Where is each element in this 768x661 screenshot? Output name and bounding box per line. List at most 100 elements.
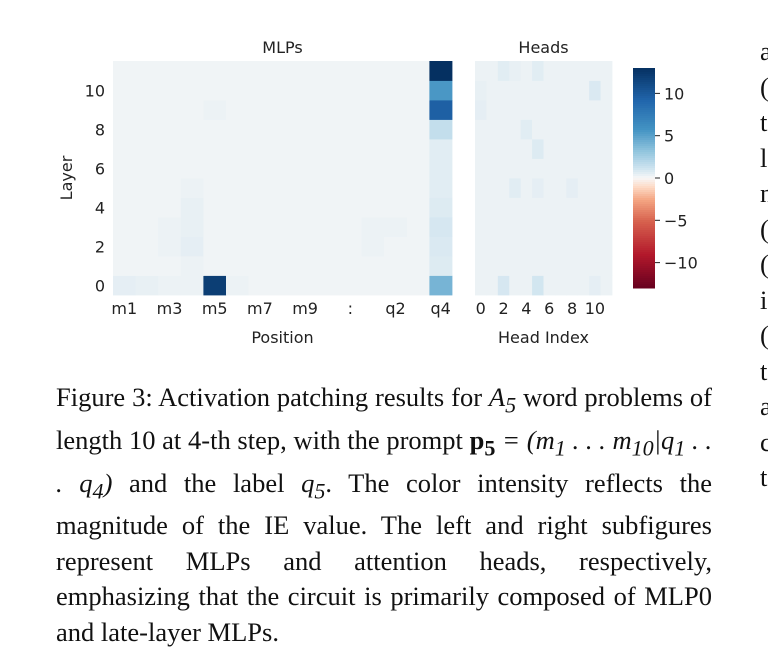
heatmap-cell-1-9-3 xyxy=(509,100,522,120)
colorbar-segment xyxy=(633,174,655,177)
heatmap-cell-1-10-4 xyxy=(520,80,533,101)
heatmap-cell-0-2-10 xyxy=(339,236,362,257)
heatmap-cell-1-11-3 xyxy=(509,61,522,81)
heatmap-cell-1-8-6 xyxy=(543,119,556,140)
heatmap-cell-1-5-4 xyxy=(520,178,533,198)
heatmap-cell-0-8-6 xyxy=(248,119,272,140)
colorbar-segment xyxy=(633,88,655,91)
heatmap-cell-0-1-1 xyxy=(135,256,159,276)
heatmap-cell-1-6-11 xyxy=(600,158,613,179)
heatmap-cell-0-7-14 xyxy=(429,139,453,159)
heatmap-cell-1-1-0 xyxy=(475,256,487,276)
heatmap-cell-0-7-12 xyxy=(384,139,408,159)
heatmap-cell-1-10-2 xyxy=(497,80,510,101)
heatmap-cell-0-4-3 xyxy=(180,197,204,218)
heatmap-cell-0-8-7 xyxy=(271,119,295,140)
heatmap-cell-0-8-0 xyxy=(113,119,136,140)
x-tick-label-1: 4 xyxy=(521,299,531,318)
heatmap-cell-0-8-2 xyxy=(158,119,182,140)
heatmap-cell-0-5-4 xyxy=(203,178,227,198)
colorbar-segment xyxy=(633,166,655,169)
heatmap-cell-1-3-8 xyxy=(566,217,579,237)
colorbar-segment xyxy=(633,76,655,79)
heatmap-cell-0-3-3 xyxy=(180,217,204,237)
colorbar-segment xyxy=(633,190,655,193)
colorbar-segment xyxy=(633,94,655,97)
colorbar-segment xyxy=(633,198,655,201)
heatmap-cell-0-7-2 xyxy=(158,139,182,159)
heatmap-cell-0-1-10 xyxy=(339,256,362,276)
colorbar-segment xyxy=(633,224,655,227)
colorbar-segment xyxy=(633,254,655,257)
heatmap-cell-0-4-1 xyxy=(135,197,159,218)
heatmap-cell-0-7-8 xyxy=(293,139,317,159)
colorbar-segment xyxy=(633,104,655,107)
heatmap-cell-0-0-6 xyxy=(248,275,272,296)
colorbar-segment xyxy=(633,122,655,125)
heatmap-cell-1-3-1 xyxy=(486,217,499,237)
colorbar-segment xyxy=(633,246,655,249)
heatmap-cell-1-6-0 xyxy=(475,158,487,179)
colorbar-segment xyxy=(633,256,655,259)
heatmap-cell-0-1-14 xyxy=(429,256,453,276)
heatmap-cell-1-11-1 xyxy=(486,61,499,81)
colorbar-segment xyxy=(633,252,655,255)
colorbar-segment xyxy=(633,154,655,157)
heatmap-cell-0-0-3 xyxy=(180,275,204,296)
colorbar-segment xyxy=(633,216,655,219)
heatmap-cell-1-5-1 xyxy=(486,178,499,198)
heatmap-cell-0-3-12 xyxy=(384,217,408,237)
heatmap-cell-1-2-0 xyxy=(475,236,487,257)
colorbar-segment xyxy=(633,78,655,81)
heatmap-cell-1-9-5 xyxy=(532,100,544,120)
heatmap-cell-0-8-13 xyxy=(406,119,430,140)
heatmap-cell-1-8-1 xyxy=(486,119,499,140)
heatmap-cell-0-3-0 xyxy=(113,217,136,237)
heatmap-cell-0-5-10 xyxy=(339,178,362,198)
heatmap-cell-1-7-4 xyxy=(520,139,533,159)
colorbar-segment xyxy=(633,116,655,119)
label-math: q5 xyxy=(301,467,326,503)
heatmap-cell-0-2-13 xyxy=(406,236,430,257)
heatmap-cell-1-11-9 xyxy=(577,61,590,81)
heatmap-cell-0-0-0 xyxy=(113,275,136,296)
heatmap-cell-1-2-3 xyxy=(509,236,522,257)
heatmap-cell-0-11-7 xyxy=(271,61,295,81)
heatmap-cell-0-0-14 xyxy=(429,275,453,296)
heatmap-cell-0-2-11 xyxy=(361,236,385,257)
heatmap-cell-0-0-10 xyxy=(339,275,362,296)
heatmap-cell-1-7-11 xyxy=(600,139,613,159)
y-tick-label: 10 xyxy=(85,81,105,100)
heatmap-cell-0-2-8 xyxy=(293,236,317,257)
colorbar-segment xyxy=(633,114,655,117)
heatmap-cell-0-5-13 xyxy=(406,178,430,198)
colorbar-segment xyxy=(633,194,655,197)
colorbar-tick-label: 10 xyxy=(664,84,684,103)
colorbar-segment xyxy=(633,276,655,279)
heatmap-cell-0-11-8 xyxy=(293,61,317,81)
heatmap-cell-1-7-1 xyxy=(486,139,499,159)
caption-text-2: word problems of length 10 at xyxy=(56,382,713,455)
colorbar-segment xyxy=(633,230,655,233)
heatmap-cell-1-0-10 xyxy=(589,275,601,296)
heatmap-cell-0-8-3 xyxy=(180,119,204,140)
heatmap-cell-0-8-11 xyxy=(361,119,385,140)
heatmap-cell-1-6-4 xyxy=(520,158,533,179)
y-tick-label: 4 xyxy=(95,198,105,217)
heatmap-cell-0-11-5 xyxy=(226,61,249,81)
colorbar-segment xyxy=(633,192,655,195)
heatmap-cell-0-10-14 xyxy=(429,80,453,101)
heatmap-cell-0-3-4 xyxy=(203,217,227,237)
heatmap-cell-0-1-2 xyxy=(158,256,182,276)
heatmap-cell-0-2-14 xyxy=(429,236,453,257)
panel-title-1: Heads xyxy=(518,38,568,57)
heatmap-cell-0-11-13 xyxy=(406,61,430,81)
heatmap-cell-1-0-3 xyxy=(509,275,522,296)
heatmap-cell-0-2-0 xyxy=(113,236,136,257)
heatmap-cell-0-6-7 xyxy=(271,158,295,179)
heatmap-cell-1-10-0 xyxy=(475,80,487,101)
heatmap-cell-1-5-2 xyxy=(497,178,510,198)
heatmap-cell-1-9-9 xyxy=(577,100,590,120)
heatmap-cell-0-5-9 xyxy=(316,178,340,198)
heatmap-cell-1-5-8 xyxy=(566,178,579,198)
